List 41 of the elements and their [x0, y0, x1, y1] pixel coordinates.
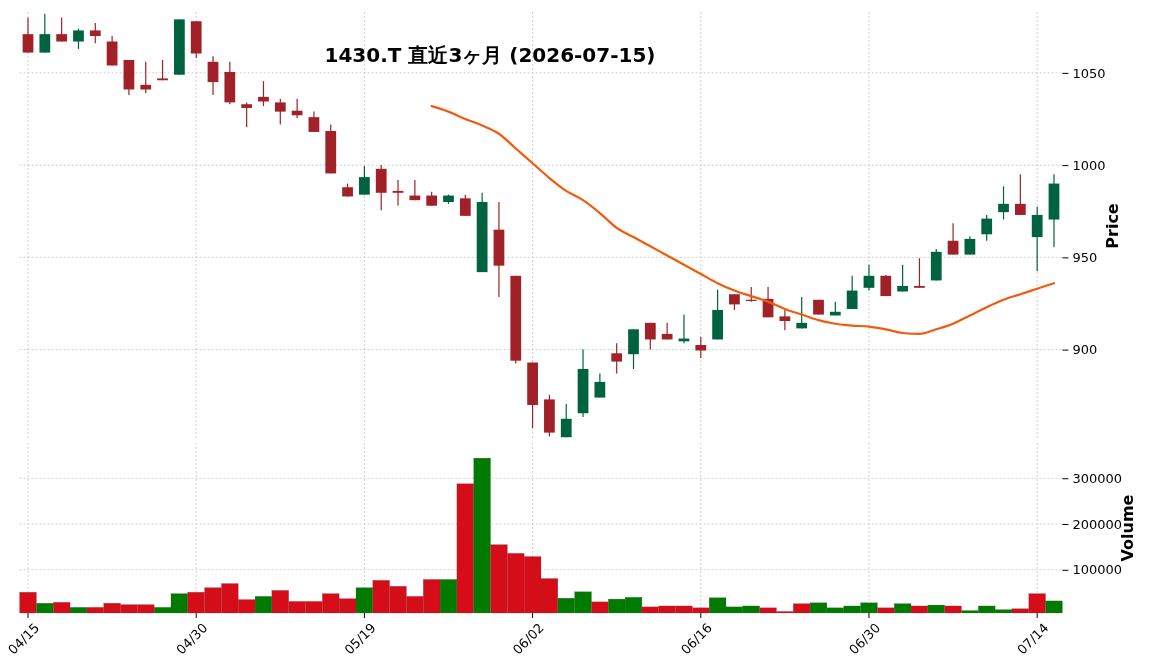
- text: 1430.T 直近3ヶ月 (2026-07-15): [324, 43, 656, 67]
- y-tick-label: 950: [1072, 250, 1098, 266]
- candlestick: [796, 296, 808, 329]
- candlestick: [661, 322, 673, 341]
- candlestick: [981, 214, 993, 242]
- y-tick-label: 1050: [1072, 65, 1106, 81]
- line-series: [430, 104, 1056, 336]
- candlestick: [274, 98, 286, 126]
- candlestick: [1031, 206, 1043, 272]
- candlestick: [39, 13, 51, 54]
- candlestick: [73, 28, 84, 50]
- candlestick: [846, 275, 858, 310]
- y-tick-label: 1000: [1072, 157, 1106, 173]
- candlestick: [964, 235, 976, 256]
- candlestick: [644, 322, 656, 351]
- candlestick: [375, 164, 387, 211]
- y-tick-label: 100000: [1072, 562, 1123, 578]
- candlestick: [392, 179, 404, 207]
- candlestick: [947, 222, 959, 256]
- candlestick: [914, 257, 925, 289]
- candlestick: [695, 336, 707, 359]
- candlestick: [89, 22, 101, 44]
- candlestick: [359, 165, 370, 196]
- candlestick: [611, 342, 623, 375]
- candlestick: [207, 55, 219, 96]
- candlestick: [897, 264, 908, 293]
- candlestick: [22, 16, 34, 54]
- y-tick-label: 900: [1072, 342, 1098, 358]
- candlestick: [56, 16, 68, 43]
- candlestick: [1014, 173, 1026, 216]
- candlestick: [241, 101, 253, 128]
- candlestick: [594, 372, 606, 399]
- candlestick: [459, 194, 471, 217]
- candlestick: [863, 264, 875, 292]
- candlestick: [560, 403, 572, 438]
- y-axis-title: Price: [1103, 203, 1122, 249]
- candlestick: [308, 111, 320, 133]
- candlestick: [998, 185, 1009, 221]
- candlestick: [779, 309, 791, 331]
- y-tick-label: 300000: [1072, 470, 1123, 486]
- candlestick: [106, 35, 118, 67]
